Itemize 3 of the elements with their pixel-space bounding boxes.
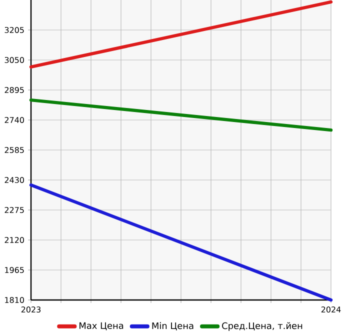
legend-label: Min Цена <box>152 322 194 330</box>
legend-label: Сред.Цена, т.йен <box>222 322 302 331</box>
legend-label: Max Цена <box>80 322 124 330</box>
